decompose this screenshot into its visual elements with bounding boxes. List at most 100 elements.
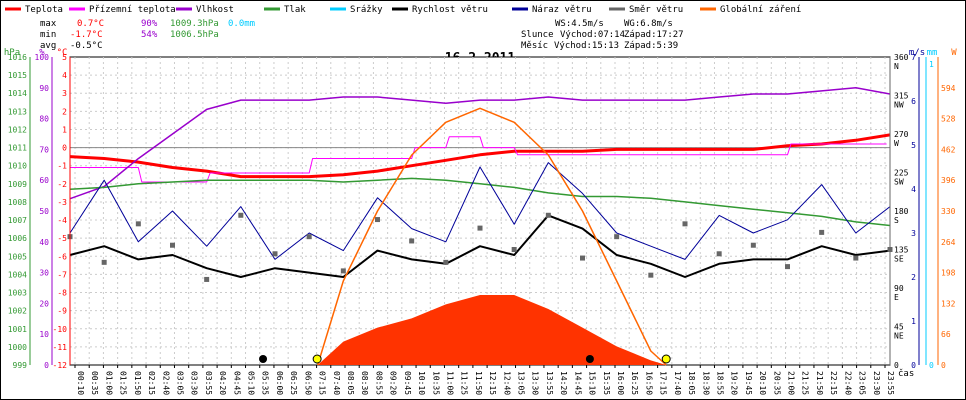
axis-pressure-tick: 999: [13, 361, 28, 370]
axis-direction-card: NW: [894, 101, 904, 110]
stat-max-temp: 0.7°C: [77, 19, 104, 29]
series-wind-direction-point: [101, 259, 107, 265]
x-tick-label: 15:10: [588, 371, 597, 395]
axis-temperature-tick: -2: [57, 180, 67, 189]
stat-min-press: 1006.5hPa: [170, 30, 219, 40]
x-tick-label: 09:45: [403, 371, 412, 395]
axis-direction-tick: 360: [894, 53, 909, 62]
axis-humidity-tick: 90: [39, 84, 49, 93]
sunset-marker: [661, 354, 671, 364]
axis-radiation-tick: 330: [941, 207, 956, 216]
axis-pressure-tick: 1010: [8, 162, 27, 171]
axis-direction-tick: 270: [894, 130, 909, 139]
series-wind-direction-point: [580, 255, 585, 261]
x-tick-label: 09:20: [389, 371, 398, 395]
axis-radiation-tick: 66: [941, 330, 951, 339]
x-tick-label: 08:05: [346, 371, 355, 395]
x-tick-label: 11:50: [474, 371, 483, 395]
series-wind-direction-point: [614, 234, 620, 240]
moon-label: Měsíc: [521, 41, 548, 51]
axis-humidity-label: %: [39, 48, 45, 58]
x-tick-label: 06:50: [303, 371, 312, 395]
axis-radiation-tick: 132: [941, 299, 956, 308]
axis-wind-tick: 6: [911, 97, 916, 106]
axis-pressure-label: hPa: [4, 48, 20, 58]
x-tick-label: 13:30: [531, 371, 540, 395]
axis-temperature-tick: 4: [62, 71, 67, 80]
x-tick-label: 01:50: [133, 371, 142, 395]
x-tick-label: 16:50: [644, 371, 653, 395]
stat-min-temp: -1.7°C: [70, 30, 103, 40]
stat-min-label: min: [40, 30, 56, 40]
x-tick-label: 01:00: [104, 371, 113, 395]
x-tick-label: 01:25: [119, 371, 128, 395]
x-tick-label: 19:20: [730, 371, 739, 395]
stat-avg-label: avg: [40, 41, 56, 51]
axis-radiation-label: W: [951, 48, 957, 58]
x-tick-label: 10:10: [417, 371, 426, 395]
axis-humidity-tick: 20: [39, 299, 49, 308]
series-wind-direction-point: [375, 217, 380, 223]
axis-temperature-tick: -5: [57, 234, 67, 243]
stat-max-press: 1009.3hPa: [170, 19, 219, 29]
x-tick-label: 08:55: [374, 371, 383, 395]
stat-avg-temp: -0.5°C: [70, 41, 103, 51]
axis-temperature-tick: -6: [57, 252, 67, 261]
x-axis-label: čas: [898, 368, 914, 379]
series-wind-direction-point: [511, 247, 517, 252]
axis-radiation-tick: 264: [941, 238, 956, 247]
series-line-5: [69, 162, 891, 260]
axis-direction-card: E: [894, 293, 899, 302]
x-tick-label: 16:25: [630, 371, 639, 395]
series-layer: [67, 87, 893, 366]
x-tick-label: 04:20: [218, 371, 227, 395]
axis-temperature-tick: 1: [62, 125, 67, 134]
series-wind-direction-point: [648, 272, 654, 278]
axis-wind-label: m/s: [909, 48, 925, 58]
axis-temperature-tick: -9: [57, 307, 67, 316]
series-wind-direction-point: [409, 238, 415, 244]
axis-humidity-tick: 80: [39, 115, 49, 124]
x-tick-label: 06:25: [289, 371, 298, 395]
moon-rise: Východ:15:13: [554, 41, 619, 51]
series-line-0: [69, 133, 891, 179]
x-tick-label: 14:20: [559, 371, 568, 395]
axis-pressure-tick: 1012: [8, 125, 27, 134]
series-wind-direction-point: [819, 229, 825, 235]
x-tick-label: 20:10: [758, 371, 767, 395]
x-tick-label: 23:55: [886, 371, 895, 395]
axis-wind-tick: 3: [911, 229, 916, 238]
axis-pressure-tick: 1016: [8, 53, 27, 62]
x-tick-label: 11:00: [445, 371, 454, 395]
axis-humidity-tick: 10: [39, 330, 49, 339]
x-tick-label: 02:40: [161, 371, 170, 395]
axis-temperature-label: °C: [57, 48, 68, 58]
x-tick-label: 08:30: [360, 371, 369, 395]
axis-temperature-tick: 0: [62, 144, 67, 153]
x-tick-label: 02:15: [147, 371, 156, 395]
axis-wind-tick: 4: [911, 185, 916, 194]
legend-label: Vlhkost: [196, 5, 234, 15]
x-tick-label: 21:25: [801, 371, 810, 395]
x-tick-label: 07:15: [318, 371, 327, 395]
series-wind-direction-point: [170, 242, 175, 248]
axis-temperature-tick: -1: [57, 162, 67, 171]
axis-direction-card: S: [894, 216, 899, 225]
axis-direction-tick: 180: [894, 207, 909, 216]
x-tick-label: 12:15: [488, 371, 497, 395]
x-tick-label: 18:55: [715, 371, 724, 395]
axis-humidity-tick: 30: [39, 269, 49, 278]
legend-label: Tlak: [284, 5, 306, 15]
axis-rain-label: mm: [927, 48, 938, 58]
legend-label: Směr větru: [629, 5, 683, 15]
axis-rain-tick: 1: [929, 60, 934, 69]
x-tick-label: 18:30: [701, 371, 710, 395]
axis-temperature-tick: -4: [57, 216, 67, 225]
sun-rise: Východ:07:14: [560, 30, 625, 40]
axes-layer: hPa1016101510141013101210111010100910081…: [4, 48, 957, 395]
axis-pressure-tick: 1011: [8, 144, 27, 153]
stat-max-label: max: [40, 19, 57, 29]
axis-wind-tick: 7: [911, 53, 916, 62]
series-wind-direction-point: [443, 259, 449, 265]
series-wind-direction-point: [750, 242, 756, 248]
